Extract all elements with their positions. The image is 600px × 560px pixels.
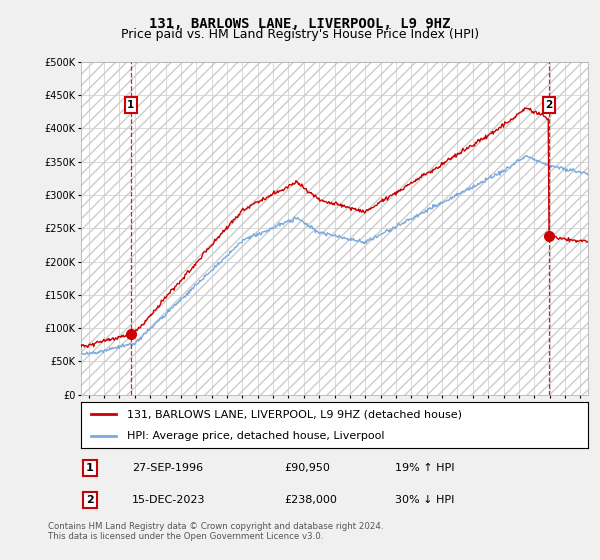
Text: Price paid vs. HM Land Registry's House Price Index (HPI): Price paid vs. HM Land Registry's House … (121, 28, 479, 41)
Text: 131, BARLOWS LANE, LIVERPOOL, L9 9HZ: 131, BARLOWS LANE, LIVERPOOL, L9 9HZ (149, 17, 451, 31)
Text: 2: 2 (86, 495, 94, 505)
Text: 27-SEP-1996: 27-SEP-1996 (132, 463, 203, 473)
Text: HPI: Average price, detached house, Liverpool: HPI: Average price, detached house, Live… (127, 431, 384, 441)
Text: £238,000: £238,000 (284, 495, 337, 505)
Text: 19% ↑ HPI: 19% ↑ HPI (395, 463, 455, 473)
Text: 30% ↓ HPI: 30% ↓ HPI (395, 495, 455, 505)
Text: 2: 2 (545, 100, 553, 110)
Text: 1: 1 (127, 100, 134, 110)
Text: Contains HM Land Registry data © Crown copyright and database right 2024.
This d: Contains HM Land Registry data © Crown c… (48, 522, 383, 542)
Text: 1: 1 (86, 463, 94, 473)
Text: 15-DEC-2023: 15-DEC-2023 (132, 495, 205, 505)
Text: £90,950: £90,950 (284, 463, 329, 473)
Text: 131, BARLOWS LANE, LIVERPOOL, L9 9HZ (detached house): 131, BARLOWS LANE, LIVERPOOL, L9 9HZ (de… (127, 409, 461, 419)
